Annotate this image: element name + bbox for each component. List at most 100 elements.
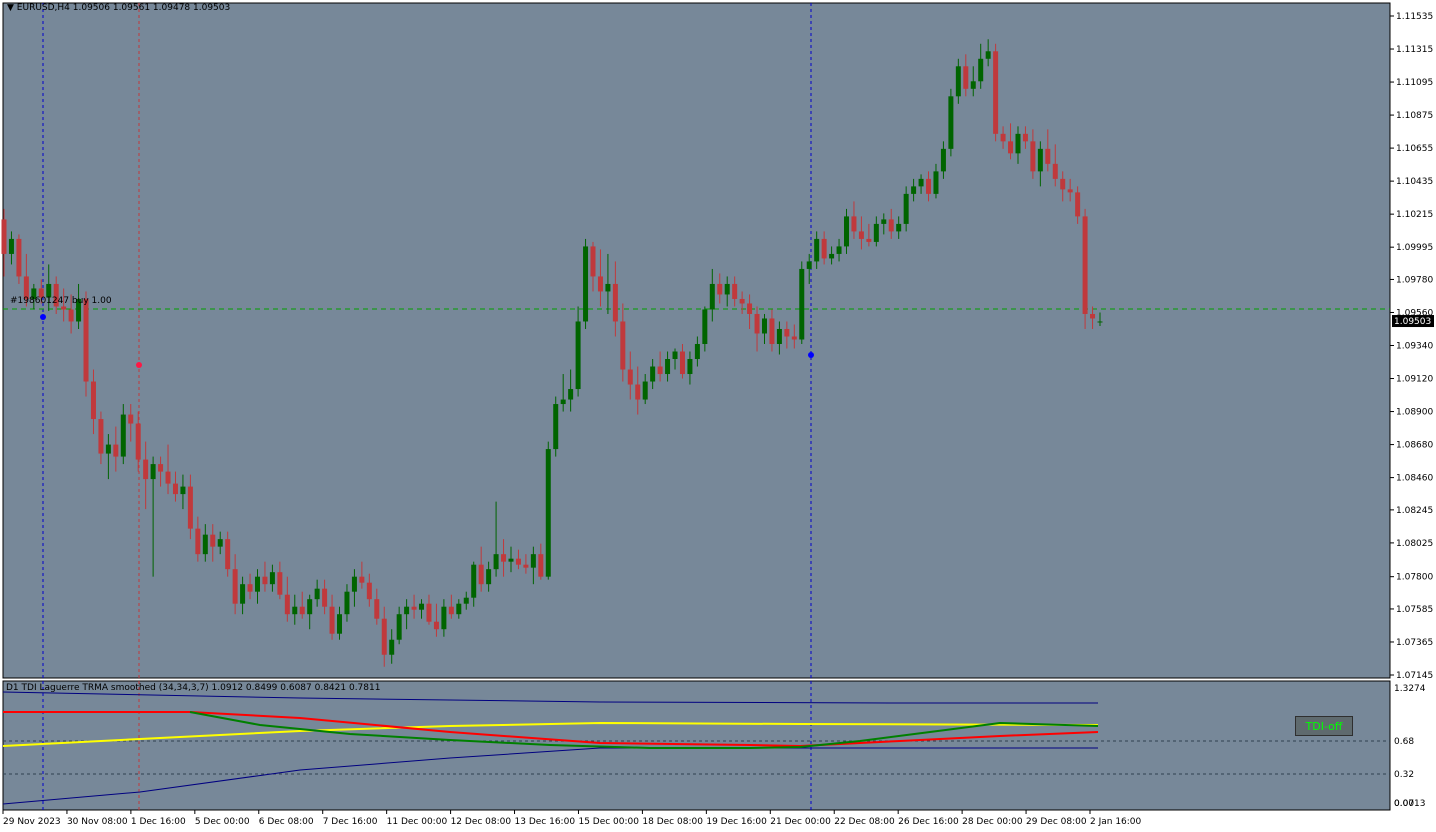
candle-body (195, 528, 201, 555)
candle-body (38, 288, 44, 298)
candle-body (16, 238, 22, 277)
time-tick-label: 12 Dec 08:00 (451, 817, 512, 827)
indicator-label: D1 TDI Laguerre TRMA smoothed (34,34,3,7… (6, 683, 381, 693)
time-tick-label: 2 Jan 16:00 (1090, 817, 1142, 827)
candle-body (158, 464, 164, 472)
candle-body (1090, 313, 1096, 319)
time-tick-label: 13 Dec 16:00 (515, 817, 576, 827)
time-tick-label: 6 Dec 08:00 (259, 817, 314, 827)
candle-body (650, 366, 656, 382)
candle-body (724, 283, 730, 295)
candle-body (799, 268, 805, 340)
price-tick-label: 1.09340 (1396, 342, 1433, 352)
candle-body (836, 246, 842, 254)
candle-body (269, 572, 275, 585)
candle-body (769, 318, 775, 344)
candle-body (232, 569, 238, 604)
buy-arrow-dot (40, 314, 46, 320)
tdi-off-button[interactable]: TDI-off (1295, 716, 1353, 736)
candle-body (105, 444, 111, 454)
candle-body (1045, 148, 1051, 164)
candle-body (404, 606, 410, 615)
price-tick-label: 1.07365 (1396, 638, 1433, 648)
candle-body (284, 594, 290, 615)
time-tick-label: 5 Dec 00:00 (195, 817, 250, 827)
candle-body (314, 588, 320, 600)
candle-body (702, 309, 708, 344)
candle-body (829, 253, 835, 259)
candle-body (1008, 141, 1014, 154)
candle-body (165, 471, 171, 484)
price-tick-label: 1.09780 (1396, 275, 1433, 285)
time-tick-label: 11 Dec 00:00 (387, 817, 448, 827)
candle-body (1000, 133, 1006, 142)
buy-arrow-dot (808, 352, 814, 358)
indicator-tick-label: 0.68 (1394, 737, 1414, 747)
tdi-green-line (189, 711, 1099, 749)
candle-body (642, 381, 648, 400)
price-tick-label: 1.07800 (1396, 573, 1433, 583)
candle-body (933, 171, 939, 194)
time-tick-label: 18 Dec 08:00 (642, 817, 703, 827)
candle-body (560, 399, 566, 405)
candle-body (545, 449, 551, 577)
symbol-arrow-icon[interactable]: ▼ (7, 3, 14, 13)
candle-body (180, 486, 186, 495)
candle-body (538, 554, 544, 577)
candle-body (322, 588, 328, 607)
symbol-info: ▼ EURUSD,H4 1.09506 1.09561 1.09478 1.09… (7, 3, 230, 13)
candle-body (515, 558, 521, 565)
indicator-tick-label: 0.32 (1394, 770, 1414, 780)
candle-body (493, 554, 499, 570)
price-tick-label: 1.10655 (1396, 144, 1433, 154)
time-tick-label: 19 Dec 16:00 (706, 817, 767, 827)
candle-body (672, 351, 678, 360)
candle-body (441, 606, 447, 630)
candle-body (463, 597, 469, 604)
candle-body (359, 576, 365, 583)
candle-body (687, 359, 693, 375)
candle-body (806, 261, 812, 269)
candle-body (172, 483, 178, 495)
candle-body (8, 238, 14, 254)
candle-body (1067, 189, 1073, 193)
price-tick-label: 1.09560 (1396, 308, 1433, 318)
candle-body (978, 58, 984, 82)
candle-body (575, 321, 581, 390)
indicator-tick-label: 0.0713 (1394, 799, 1426, 809)
candle-body (523, 564, 529, 568)
candle-body (903, 193, 909, 224)
candle-body (709, 283, 715, 310)
time-tick-label: 30 Nov 08:00 (67, 817, 128, 827)
candle-body (61, 306, 67, 310)
candle-body (791, 336, 797, 340)
time-tick-label: 21 Dec 00:00 (770, 817, 831, 827)
candle-body (530, 554, 536, 568)
candle-body (98, 419, 104, 454)
candle-body (120, 414, 126, 457)
order-label[interactable]: #198601247 buy 1.00 (10, 296, 112, 306)
indicator-tick-label: 1.3274 (1394, 684, 1426, 694)
candle-body (225, 539, 231, 570)
symbol-info-text: EURUSD,H4 1.09506 1.09561 1.09478 1.0950… (16, 3, 231, 13)
candle-body (508, 558, 514, 562)
sell-arrow-dot (136, 362, 142, 368)
candle-body (426, 603, 432, 622)
candle-body (627, 369, 633, 385)
candle-body (1075, 192, 1081, 217)
candle-body (590, 246, 596, 277)
candle-body (351, 576, 357, 592)
candle-body (761, 318, 767, 334)
candle-body (113, 444, 119, 457)
candle-body (821, 238, 827, 259)
candle-body (1, 219, 7, 254)
candle-body (262, 576, 268, 585)
candle-body (217, 539, 223, 547)
candle-body (844, 216, 850, 247)
time-tick-label: 15 Dec 00:00 (578, 817, 639, 827)
candle-body (83, 298, 89, 382)
candle-body (1097, 321, 1103, 323)
candle-body (1037, 148, 1043, 172)
